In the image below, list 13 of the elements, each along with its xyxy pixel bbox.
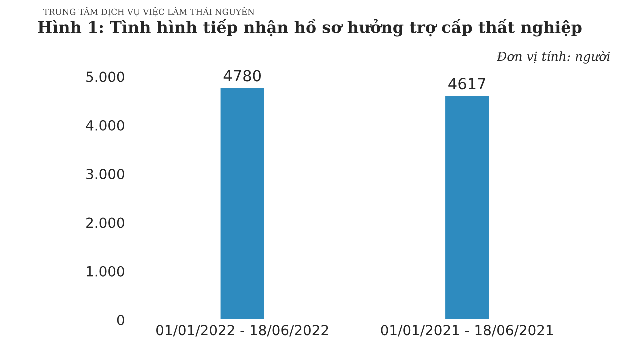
y-tick-label: 3.000	[86, 169, 124, 180]
y-tick-label: 1.000	[87, 266, 124, 277]
text: TRUNG TÂM DỊCH VỤ VIỆC LÀM THÁI NGUYÊN	[43, 7, 255, 17]
x-tick-label: 01/01/2021 - 18/06/2021	[381, 325, 554, 337]
y-tick-label: 2.000	[86, 218, 124, 228]
chart-title: Hình 1: Tình hình tiếp nhận hồ sơ hưởng trợ cấp thất nghiệp	[38, 19, 582, 37]
y-tick-label: 5.000	[86, 72, 124, 82]
chart-subtitle: Đơn vị tính: người	[496, 51, 610, 64]
data-label: 4617	[448, 78, 486, 90]
x-tick-label: 01/01/2022 - 18/06/2022	[156, 325, 328, 337]
data-label: 4780	[224, 70, 261, 82]
y-tick-label: 0	[117, 315, 124, 326]
y-tick-label: 4.000	[86, 120, 124, 131]
